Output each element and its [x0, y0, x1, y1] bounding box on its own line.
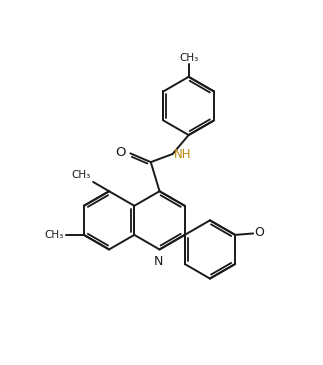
- Text: CH₃: CH₃: [179, 53, 198, 62]
- Text: NH: NH: [174, 148, 192, 161]
- Text: N: N: [153, 255, 163, 268]
- Text: O: O: [254, 226, 264, 239]
- Text: CH₃: CH₃: [45, 230, 64, 240]
- Text: O: O: [116, 146, 126, 159]
- Text: CH₃: CH₃: [71, 170, 91, 180]
